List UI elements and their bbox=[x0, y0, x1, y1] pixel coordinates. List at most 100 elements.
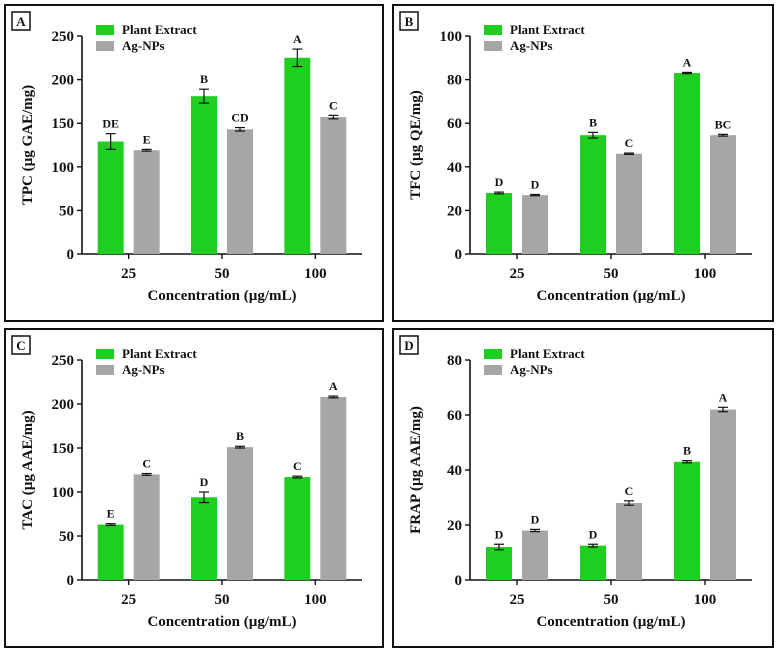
legend-label: Plant Extract bbox=[122, 22, 197, 37]
legend-swatch-ag-nps bbox=[484, 365, 502, 375]
y-tick-label: 20 bbox=[447, 203, 462, 219]
y-tick-label: 200 bbox=[52, 73, 75, 89]
significance-letter: B bbox=[683, 444, 691, 458]
y-tick-label: 150 bbox=[52, 441, 75, 457]
panel-label-box bbox=[11, 335, 31, 355]
legend-label: Ag-NPs bbox=[122, 38, 165, 53]
panel-c: C 0 50 100 150 200 250 TAC (µg AAE/mg) 25 E C 50 D B 1… bbox=[4, 328, 384, 648]
plant-extract-bar-25 bbox=[97, 141, 124, 254]
ag-nps-bar-50 bbox=[616, 153, 642, 254]
plant-extract-bar-50 bbox=[580, 135, 606, 254]
y-axis-title: TPC (µg GAE/mg) bbox=[20, 85, 36, 205]
legend-swatch-ag-nps bbox=[96, 41, 114, 51]
legend-swatch-plant-extract bbox=[96, 349, 114, 359]
x-tick-label: 25 bbox=[510, 266, 525, 282]
y-tick-label: 40 bbox=[447, 160, 462, 176]
y-tick-label: 20 bbox=[447, 518, 462, 534]
plant-extract-bar-25 bbox=[486, 192, 512, 254]
x-tick-label: 100 bbox=[304, 266, 327, 282]
y-tick-label: 80 bbox=[447, 73, 462, 89]
y-tick-label: 0 bbox=[67, 247, 75, 263]
legend-label: Plant Extract bbox=[510, 22, 585, 37]
y-tick-label: 100 bbox=[440, 29, 463, 45]
ag-nps-bar-25 bbox=[133, 150, 160, 254]
y-tick-label: 150 bbox=[52, 116, 75, 132]
significance-letter: E bbox=[107, 507, 115, 521]
x-axis-title: Concentration (µg/mL) bbox=[536, 614, 685, 630]
panel-a: A 0 50 100 150 200 250 TPC (µg GAE/mg) 25 DE E 50 B C… bbox=[4, 4, 384, 322]
significance-letter: B bbox=[589, 115, 597, 129]
x-tick-label: 50 bbox=[215, 266, 230, 282]
x-tick-label: 100 bbox=[304, 592, 327, 608]
plant-extract-bar-25 bbox=[97, 524, 124, 580]
ag-nps-bar-25 bbox=[133, 474, 160, 580]
y-axis-title: TAC (µg AAE/mg) bbox=[20, 410, 36, 529]
significance-letter: A bbox=[719, 390, 728, 404]
legend-label: Ag-NPs bbox=[122, 362, 165, 377]
y-tick-label: 50 bbox=[59, 529, 74, 545]
panel-d: D 0 20 40 60 80 FRAP (µg AAE/mg) 25 D D 50 D C 100 B A C… bbox=[392, 328, 774, 648]
ag-nps-bar-25 bbox=[522, 530, 548, 580]
plant-extract-bar-50 bbox=[191, 96, 217, 254]
panel-label-box bbox=[11, 11, 31, 31]
legend-label: Ag-NPs bbox=[510, 38, 553, 53]
plant-extract-bar-50 bbox=[191, 497, 217, 580]
y-tick-label: 80 bbox=[447, 353, 462, 369]
panel-label-box bbox=[399, 11, 419, 31]
significance-letter: C bbox=[142, 457, 151, 471]
chart-svg: D 0 20 40 60 80 FRAP (µg AAE/mg) 25 D D 50 D C 100 B A C… bbox=[399, 335, 752, 630]
chart-svg: A 0 50 100 150 200 250 TPC (µg GAE/mg) 25 DE E 50 B C… bbox=[11, 11, 362, 304]
y-tick-label: 40 bbox=[447, 463, 462, 479]
significance-letter: C bbox=[625, 484, 634, 498]
ag-nps-bar-100 bbox=[320, 117, 347, 254]
plant-extract-bar-100 bbox=[674, 73, 700, 254]
y-axis-title: TFC (µg QE/mg) bbox=[408, 90, 424, 199]
legend-swatch-plant-extract bbox=[96, 25, 114, 35]
legend-swatch-plant-extract bbox=[484, 349, 502, 359]
ag-nps-bar-100 bbox=[710, 135, 736, 254]
ag-nps-bar-50 bbox=[227, 447, 253, 580]
significance-letter: D bbox=[531, 512, 540, 526]
legend-swatch-ag-nps bbox=[96, 365, 114, 375]
x-tick-label: 50 bbox=[604, 266, 619, 282]
y-tick-label: 100 bbox=[52, 160, 75, 176]
ag-nps-bar-25 bbox=[522, 195, 548, 254]
panel-label: D bbox=[404, 338, 413, 353]
plant-extract-bar-50 bbox=[580, 545, 606, 580]
plant-extract-bar-25 bbox=[486, 547, 512, 580]
significance-letter: C bbox=[329, 98, 338, 112]
y-tick-label: 60 bbox=[447, 408, 462, 424]
panel-label-box bbox=[399, 335, 419, 355]
significance-letter: D bbox=[495, 527, 504, 541]
significance-letter: B bbox=[200, 72, 208, 86]
legend-label: Ag-NPs bbox=[510, 362, 553, 377]
significance-letter: BC bbox=[715, 117, 732, 131]
plant-extract-bar-100 bbox=[674, 461, 700, 580]
y-tick-label: 250 bbox=[52, 29, 75, 45]
y-tick-label: 0 bbox=[455, 247, 463, 263]
significance-letter: E bbox=[143, 132, 151, 146]
significance-letter: D bbox=[589, 527, 598, 541]
legend-label: Plant Extract bbox=[510, 346, 585, 361]
ag-nps-bar-100 bbox=[320, 396, 347, 580]
ag-nps-bar-100 bbox=[710, 409, 736, 580]
significance-letter: C bbox=[625, 136, 634, 150]
significance-letter: CD bbox=[231, 111, 249, 125]
x-tick-label: 25 bbox=[510, 592, 525, 608]
legend-label: Plant Extract bbox=[122, 346, 197, 361]
panel-label: C bbox=[16, 338, 25, 353]
x-tick-label: 25 bbox=[121, 592, 136, 608]
significance-letter: D bbox=[200, 475, 209, 489]
chart-svg: C 0 50 100 150 200 250 TAC (µg AAE/mg) 25 E C 50 D B 1… bbox=[11, 335, 362, 630]
y-tick-label: 0 bbox=[67, 573, 75, 589]
significance-letter: A bbox=[683, 55, 692, 69]
significance-letter: D bbox=[531, 177, 540, 191]
y-tick-label: 60 bbox=[447, 116, 462, 132]
x-tick-label: 100 bbox=[694, 592, 717, 608]
x-tick-label: 50 bbox=[215, 592, 230, 608]
y-axis-title: FRAP (µg AAE/mg) bbox=[408, 406, 424, 534]
plant-extract-bar-100 bbox=[284, 57, 311, 254]
y-tick-label: 50 bbox=[59, 203, 74, 219]
